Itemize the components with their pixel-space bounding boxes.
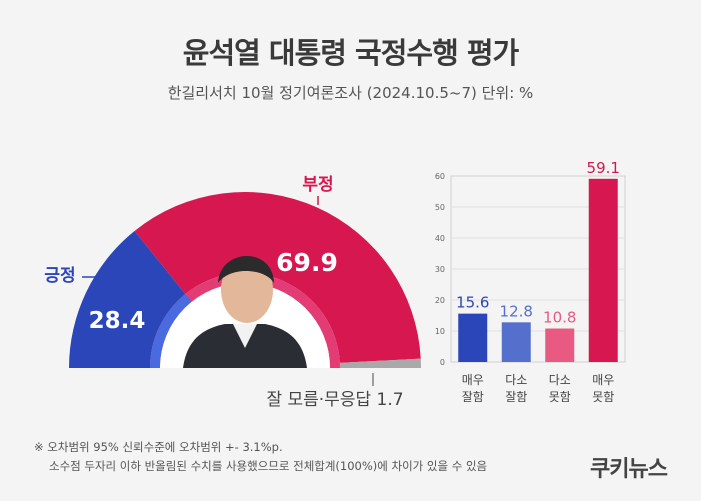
bar-1: [501, 322, 531, 362]
y-tick-label: 40: [435, 234, 445, 243]
donut-value-positive: 28.4: [89, 308, 146, 334]
category-label: 매우: [592, 373, 614, 387]
brand-logo: 쿠키뉴스: [590, 457, 668, 482]
donut-slice-1: [134, 191, 421, 363]
bar-value-label: 59.1: [587, 159, 620, 177]
y-tick-label: 0: [440, 358, 445, 367]
category-label: 못함: [592, 390, 614, 404]
y-tick-label: 10: [435, 327, 445, 336]
legend-positive: 긍정: [44, 266, 75, 286]
category-label: 다소: [505, 373, 527, 387]
y-tick-label: 60: [435, 172, 445, 181]
footnote: ※ 오차범위 95% 신뢰수준에 오차범위 +- 3.1%p. 소수점 두자리 …: [34, 438, 487, 476]
bar-value-label: 10.8: [543, 309, 576, 327]
chart-title: 윤석열 대통령 국정수행 평가: [182, 36, 519, 70]
y-tick-label: 50: [435, 203, 445, 212]
bar-2: [545, 328, 575, 362]
bar-3: [588, 178, 618, 362]
legend-negative: 부정: [302, 175, 333, 195]
donut-value-negative: 69.9: [276, 248, 338, 277]
footnote-line-2: 소수점 두자리 이하 반올림된 수치를 사용했으므로 전체합계(100%)에 차…: [49, 459, 488, 473]
footnote-line-1: ※ 오차범위 95% 신뢰수준에 오차범위 +- 3.1%p.: [34, 440, 283, 454]
category-label: 못함: [549, 390, 571, 404]
bar-value-label: 12.8: [500, 302, 533, 320]
y-tick-label: 20: [435, 296, 445, 305]
category-label: 잘함: [505, 390, 527, 404]
bar-0: [458, 313, 488, 362]
donut-inner-ring: [150, 273, 340, 368]
category-label: 매우: [462, 373, 484, 387]
donut-slice-2: [339, 358, 421, 368]
category-label: 잘함: [462, 390, 484, 404]
label-no-answer: 잘 모름·무응답 1.7: [266, 390, 403, 410]
portrait-photo: [160, 255, 330, 368]
donut-slice-0: [69, 230, 186, 368]
y-tick-label: 30: [435, 265, 445, 274]
chart-subtitle: 한길리서치 10월 정기여론조사 (2024.10.5~7) 단위: %: [167, 84, 534, 102]
category-label: 다소: [549, 373, 571, 387]
donut-inner-ring-positive: [150, 294, 192, 368]
bar-value-label: 15.6: [456, 294, 489, 312]
